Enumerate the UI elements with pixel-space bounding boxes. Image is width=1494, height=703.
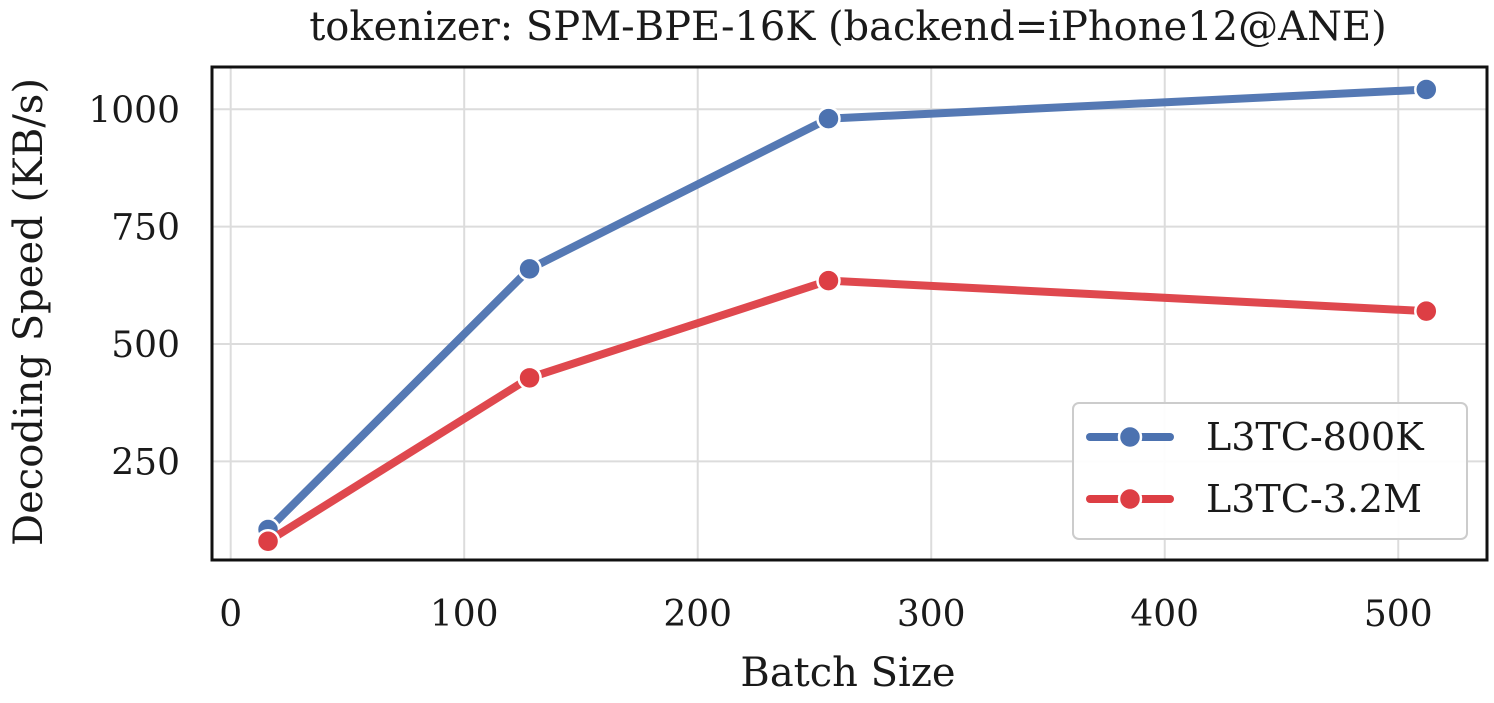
series-line bbox=[264, 85, 1431, 534]
y-axis-label: Decoding Speed (KB/s) bbox=[6, 78, 52, 546]
data-point bbox=[517, 365, 542, 391]
y-tick-label: 750 bbox=[111, 208, 180, 249]
chart-title: tokenizer: SPM-BPE-16K (backend=iPhone12… bbox=[309, 4, 1387, 50]
x-tick-label: 0 bbox=[219, 594, 242, 635]
y-tick-label: 250 bbox=[111, 442, 180, 483]
data-point bbox=[1414, 77, 1439, 102]
series-layer bbox=[255, 77, 1439, 554]
series-line bbox=[264, 276, 1431, 546]
x-tick-label: 400 bbox=[1130, 594, 1199, 635]
y-tick-label: 500 bbox=[111, 325, 180, 366]
x-tick-label: 100 bbox=[430, 594, 499, 635]
legend-label: L3TC-3.2M bbox=[1206, 477, 1422, 521]
plot-frame bbox=[210, 65, 1489, 562]
data-point bbox=[816, 106, 841, 131]
data-point bbox=[517, 256, 542, 282]
x-tick-label: 500 bbox=[1364, 594, 1433, 635]
y-tick-label: 1000 bbox=[88, 90, 180, 131]
x-tick-labels: 0 100 200 300 400 500 bbox=[219, 594, 1432, 635]
x-tick-label: 300 bbox=[897, 594, 966, 635]
legend-label: L3TC-800K bbox=[1206, 415, 1424, 459]
y-tick-labels: 250 500 750 1000 bbox=[88, 90, 180, 483]
legend-marker bbox=[1117, 486, 1143, 512]
legend: L3TC-800K L3TC-3.2M bbox=[1072, 402, 1468, 540]
data-point bbox=[1414, 298, 1439, 324]
data-point bbox=[255, 528, 281, 554]
x-tick-label: 200 bbox=[663, 594, 732, 635]
legend-marker bbox=[1117, 424, 1143, 450]
data-point bbox=[816, 268, 841, 293]
x-axis-label: Batch Size bbox=[740, 650, 955, 696]
